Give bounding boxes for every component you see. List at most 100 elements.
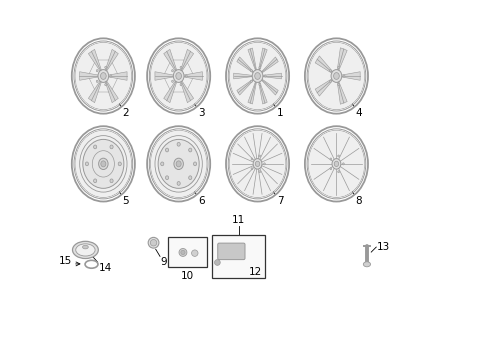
FancyBboxPatch shape — [212, 235, 265, 278]
Ellipse shape — [329, 147, 336, 180]
Polygon shape — [164, 81, 177, 103]
Ellipse shape — [264, 163, 266, 165]
Text: 15: 15 — [59, 256, 72, 266]
Polygon shape — [263, 73, 281, 79]
Ellipse shape — [189, 176, 192, 180]
Text: 10: 10 — [181, 271, 194, 282]
Polygon shape — [248, 48, 256, 71]
Ellipse shape — [259, 171, 261, 173]
Polygon shape — [234, 73, 252, 79]
Ellipse shape — [343, 163, 344, 165]
Text: 2: 2 — [122, 108, 129, 118]
Polygon shape — [337, 48, 347, 71]
Ellipse shape — [253, 159, 262, 169]
Ellipse shape — [98, 147, 104, 180]
Ellipse shape — [110, 75, 112, 77]
Ellipse shape — [252, 147, 259, 180]
Ellipse shape — [255, 161, 260, 166]
Ellipse shape — [101, 161, 106, 167]
Ellipse shape — [338, 84, 340, 86]
Ellipse shape — [230, 43, 285, 109]
Ellipse shape — [181, 250, 185, 255]
Ellipse shape — [259, 155, 261, 157]
Polygon shape — [315, 79, 333, 96]
Ellipse shape — [326, 147, 333, 180]
Text: 12: 12 — [249, 267, 263, 277]
Ellipse shape — [331, 59, 338, 93]
Ellipse shape — [176, 73, 181, 80]
Polygon shape — [105, 81, 118, 103]
Ellipse shape — [151, 43, 206, 109]
Ellipse shape — [192, 250, 198, 256]
Ellipse shape — [247, 147, 254, 180]
Ellipse shape — [171, 147, 178, 180]
Ellipse shape — [105, 84, 107, 86]
Ellipse shape — [329, 59, 336, 93]
Ellipse shape — [150, 130, 207, 197]
Ellipse shape — [179, 248, 187, 256]
Ellipse shape — [264, 75, 266, 77]
Ellipse shape — [308, 42, 365, 109]
Ellipse shape — [173, 147, 180, 180]
Ellipse shape — [250, 69, 252, 72]
Ellipse shape — [150, 239, 157, 246]
Ellipse shape — [251, 158, 253, 160]
Polygon shape — [155, 72, 173, 80]
Text: 13: 13 — [377, 242, 390, 252]
Ellipse shape — [161, 162, 164, 166]
Ellipse shape — [93, 59, 100, 93]
Ellipse shape — [75, 130, 131, 197]
Ellipse shape — [173, 59, 180, 93]
Ellipse shape — [151, 131, 206, 197]
Ellipse shape — [230, 131, 285, 197]
Ellipse shape — [173, 69, 184, 82]
Polygon shape — [164, 49, 177, 71]
Text: 3: 3 — [198, 108, 204, 118]
Ellipse shape — [166, 176, 169, 180]
Ellipse shape — [150, 42, 207, 109]
Ellipse shape — [364, 262, 370, 267]
Ellipse shape — [73, 241, 98, 258]
Text: 6: 6 — [198, 196, 204, 206]
Text: 1: 1 — [277, 108, 283, 118]
Ellipse shape — [326, 59, 333, 93]
Polygon shape — [180, 81, 194, 103]
Ellipse shape — [334, 161, 339, 166]
Text: 8: 8 — [356, 196, 362, 206]
Polygon shape — [180, 49, 194, 71]
Ellipse shape — [169, 59, 175, 93]
Ellipse shape — [85, 162, 89, 166]
Polygon shape — [105, 49, 118, 71]
Ellipse shape — [98, 158, 108, 170]
Polygon shape — [237, 57, 254, 73]
Ellipse shape — [251, 168, 253, 170]
Ellipse shape — [96, 59, 102, 93]
Ellipse shape — [75, 42, 131, 109]
Ellipse shape — [98, 59, 104, 93]
Ellipse shape — [309, 43, 364, 109]
Ellipse shape — [338, 155, 340, 157]
Ellipse shape — [334, 73, 339, 80]
Ellipse shape — [100, 73, 106, 80]
Text: 11: 11 — [232, 215, 245, 225]
Ellipse shape — [332, 159, 341, 169]
Ellipse shape — [83, 139, 124, 188]
Ellipse shape — [177, 181, 180, 185]
Ellipse shape — [250, 147, 257, 180]
Ellipse shape — [96, 80, 98, 82]
Text: 5: 5 — [122, 196, 129, 206]
Text: 14: 14 — [98, 263, 112, 273]
Text: 9: 9 — [160, 257, 167, 267]
Ellipse shape — [176, 161, 181, 167]
Ellipse shape — [330, 158, 332, 160]
Ellipse shape — [309, 131, 364, 197]
Polygon shape — [342, 72, 360, 80]
Ellipse shape — [158, 139, 199, 188]
Polygon shape — [237, 79, 254, 95]
Polygon shape — [261, 79, 278, 95]
Polygon shape — [259, 81, 267, 104]
Polygon shape — [88, 81, 101, 103]
Polygon shape — [261, 57, 278, 73]
Ellipse shape — [96, 69, 98, 72]
Ellipse shape — [229, 130, 286, 197]
